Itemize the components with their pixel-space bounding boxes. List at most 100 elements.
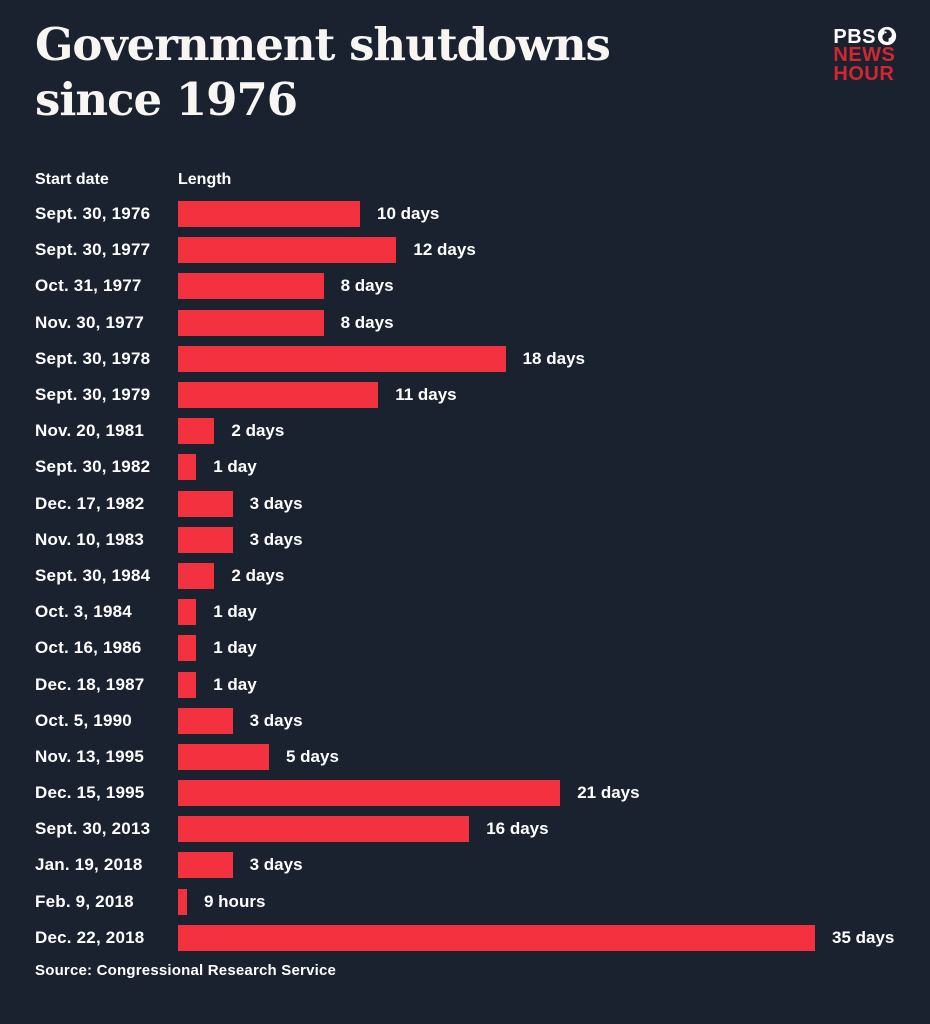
row-date: Sept. 30, 1977 [35, 240, 151, 260]
bar-wrap: 16 days [178, 816, 915, 843]
bar-wrap: 3 days [178, 490, 915, 517]
table-row: Sept. 30, 1977 12 days [35, 232, 915, 268]
length-label: 3 days [249, 493, 303, 513]
length-bar [178, 671, 197, 698]
row-date: Feb. 9, 2018 [35, 891, 134, 911]
length-bar [178, 635, 197, 662]
row-date: Sept. 30, 1976 [35, 204, 151, 224]
table-row: Sept. 30, 1976 10 days [35, 196, 915, 232]
length-bar [178, 743, 269, 770]
length-label: 3 days [249, 710, 303, 730]
length-label: 21 days [577, 783, 640, 803]
row-date: Sept. 30, 1978 [35, 348, 151, 368]
table-row: Oct. 3, 1984 1 day [35, 594, 915, 630]
table-row: Sept. 30, 1982 1 day [35, 449, 915, 485]
table-row: Dec. 17, 1982 3 days [35, 486, 915, 522]
length-label: 2 days [231, 421, 285, 441]
table-row: Nov. 13, 1995 5 days [35, 739, 915, 775]
row-date: Dec. 15, 1995 [35, 783, 145, 803]
length-bar [178, 562, 215, 589]
length-bar [178, 201, 360, 228]
row-date: Jan. 19, 2018 [35, 855, 143, 875]
row-date: Dec. 22, 2018 [35, 927, 145, 947]
length-bar [178, 816, 470, 843]
bar-wrap: 8 days [178, 273, 915, 300]
table-row: Feb. 9, 2018 9 hours [35, 884, 915, 920]
bar-wrap: 1 day [178, 599, 915, 626]
length-bar [178, 526, 233, 553]
table-row: Sept. 30, 1979 11 days [35, 377, 915, 413]
table-row: Nov. 20, 1981 2 days [35, 413, 915, 449]
length-label: 1 day [213, 674, 257, 694]
pbs-newshour-logo: PBS NEWS HOUR [833, 26, 897, 85]
column-headers: Start date Length [35, 163, 915, 196]
bar-wrap: 11 days [178, 382, 915, 409]
table-row: Sept. 30, 1984 2 days [35, 558, 915, 594]
logo-line-news: NEWS [833, 44, 896, 67]
length-bar [178, 418, 215, 445]
length-bar [178, 382, 379, 409]
length-label: 18 days [522, 348, 585, 368]
row-date: Sept. 30, 1984 [35, 565, 151, 585]
length-bar [178, 780, 561, 807]
row-date: Sept. 30, 2013 [35, 819, 151, 839]
source-note: Source: Congressional Research Service [35, 962, 337, 979]
length-label: 12 days [413, 240, 476, 260]
length-bar [178, 888, 187, 915]
length-bar [178, 599, 197, 626]
length-label: 9 hours [204, 891, 266, 911]
bar-wrap: 12 days [178, 237, 915, 264]
table-row: Nov. 30, 1977 8 days [35, 305, 915, 341]
table-row: Dec. 22, 2018 35 days [35, 920, 915, 956]
row-date: Oct. 5, 1990 [35, 710, 132, 730]
length-bar [178, 273, 324, 300]
row-date: Oct. 31, 1977 [35, 276, 142, 296]
row-date: Sept. 30, 1979 [35, 385, 151, 405]
shutdowns-bar-chart: Start date Length Sept. 30, 1976 10 days… [35, 163, 915, 956]
column-header-start-date: Start date [35, 170, 109, 188]
length-label: 8 days [340, 276, 394, 296]
row-date: Dec. 18, 1987 [35, 674, 145, 694]
page-title: Government shutdowns since 1976 [35, 18, 611, 126]
length-bar [178, 924, 815, 951]
length-label: 11 days [395, 385, 457, 405]
length-bar [178, 454, 197, 481]
pbs-head-icon [877, 27, 897, 46]
bar-wrap: 18 days [178, 345, 915, 372]
table-row: Sept. 30, 2013 16 days [35, 811, 915, 847]
bar-wrap: 2 days [178, 562, 915, 589]
length-label: 16 days [486, 819, 549, 839]
row-date: Oct. 3, 1984 [35, 602, 132, 622]
row-date: Nov. 10, 1983 [35, 529, 145, 549]
row-date: Nov. 30, 1977 [35, 312, 145, 332]
table-row: Oct. 5, 1990 3 days [35, 703, 915, 739]
bar-wrap: 9 hours [178, 888, 915, 915]
length-bar [178, 309, 324, 336]
bar-wrap: 2 days [178, 418, 915, 445]
length-label: 10 days [377, 204, 440, 224]
length-label: 1 day [213, 638, 257, 658]
table-row: Dec. 15, 1995 21 days [35, 775, 915, 811]
bar-wrap: 5 days [178, 743, 915, 770]
length-bar [178, 237, 397, 264]
row-date: Oct. 16, 1986 [35, 638, 142, 658]
length-label: 5 days [286, 746, 339, 766]
length-bar [178, 345, 506, 372]
row-date: Nov. 13, 1995 [35, 746, 145, 766]
length-label: 3 days [249, 529, 303, 549]
logo-line-hour: HOUR [833, 62, 895, 85]
row-date: Nov. 20, 1981 [35, 421, 145, 441]
length-label: 1 day [213, 457, 257, 477]
bar-wrap: 10 days [178, 201, 915, 228]
bar-wrap: 8 days [178, 309, 915, 336]
logo-pbs-text: PBS [833, 26, 876, 48]
length-bar [178, 490, 233, 517]
table-row: Jan. 19, 2018 3 days [35, 847, 915, 883]
length-label: 2 days [231, 565, 285, 585]
bar-wrap: 3 days [178, 526, 915, 553]
bar-wrap: 21 days [178, 780, 915, 807]
length-label: 8 days [340, 312, 394, 332]
bar-wrap: 3 days [178, 707, 915, 734]
bar-wrap: 35 days [178, 924, 915, 951]
